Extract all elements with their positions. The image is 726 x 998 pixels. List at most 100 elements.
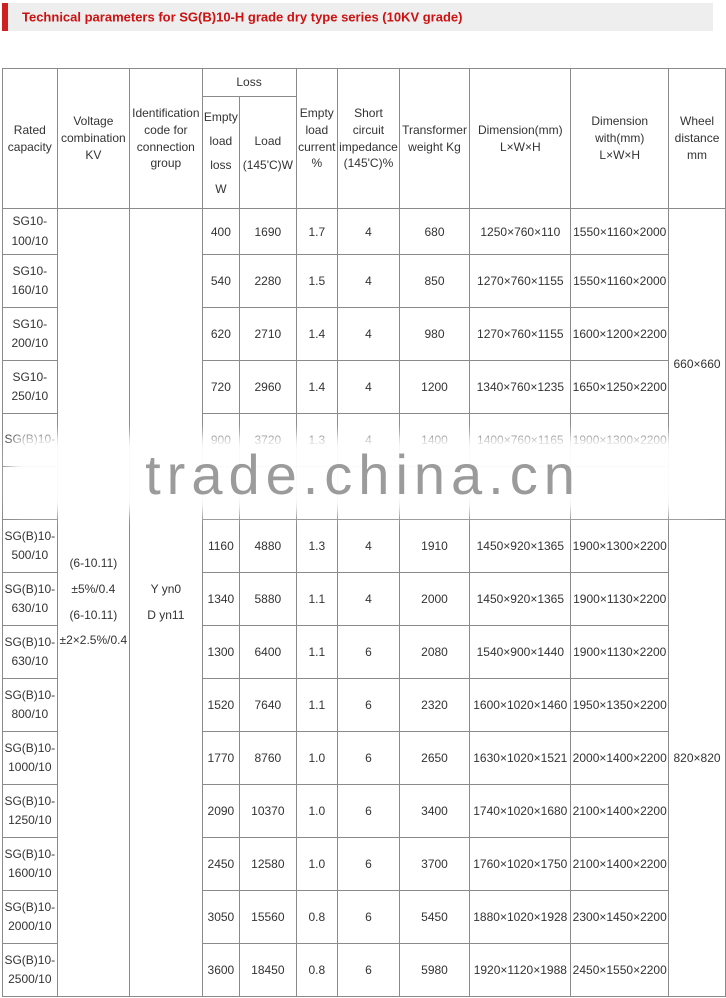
table-body: SG10- 100/10 (6-10.11) ±5%/0.4 (6-10.11) … [2,208,726,997]
impedance-cell: 6 [337,678,400,732]
load-loss-cell: 3720 [239,413,297,467]
header-short-circuit-impedance: Short circuit impedance (145'C)% [337,68,400,209]
header-load: Load (145'C)W [239,96,297,209]
capacity-cell [2,466,58,520]
empty-load-current-cell: 1.0 [295,731,339,785]
header-transformer-weight: Transformer weight Kg [398,68,471,209]
empty-load-loss-cell: 2450 [201,837,241,891]
table-row: SG10- 200/10 620 2710 1.4 4 980 1270×760×1155 1… [2,307,726,361]
empty-load-loss-cell: 1160 [201,519,241,573]
header-loss: Loss [201,68,297,97]
capacity-cell: SG10- 200/10 [2,307,58,361]
capacity-cell: SG(B)10- 1250/10 [2,784,58,838]
impedance-cell: 6 [337,625,400,679]
capacity-cell: SG(B)10- 630/10 [2,572,58,626]
empty-load-loss-cell: 720 [201,360,241,414]
table-row: SG10- 160/10 540 2280 1.5 4 850 1270×760×1155 1… [2,254,726,308]
dimension-with-cell: 2100×1400×2200 [570,784,670,838]
dimension-cell: 1630×1020×1521 [469,731,572,785]
dimension-with-cell: 2300×1450×2200 [570,890,670,944]
impedance-cell: 6 [337,731,400,785]
table-row: SG(B)10- 1600/10 2450 12580 1.0 6 3700 1760×10… [2,837,726,891]
dimension-with-cell: 1900×1300×2200 [570,519,670,573]
impedance-cell: 6 [337,890,400,944]
load-loss-cell: 15560 [239,890,297,944]
empty-load-current-cell: 1.4 [295,360,339,414]
impedance-cell: 6 [337,784,400,838]
capacity-cell: SG(B)10- 2000/10 [2,890,58,944]
table-row: SG(B)10- 1000/10 1770 8760 1.0 6 2650 1630×102… [2,731,726,785]
dimension-cell: 1450×920×1365 [469,519,572,573]
load-loss-cell: 5880 [239,572,297,626]
load-loss-cell: 2280 [239,254,297,308]
capacity-cell: SG(B)10- 2500/10 [2,943,58,997]
impedance-cell: 4 [337,360,400,414]
dimension-with-cell: 2100×1400×2200 [570,837,670,891]
empty-load-current-cell: 1.1 [295,572,339,626]
empty-load-loss-cell: 2090 [201,784,241,838]
empty-load-loss-cell: 1300 [201,625,241,679]
empty-load-loss-cell: 3600 [201,943,241,997]
dimension-cell: 1920×1120×1988 [469,943,572,997]
capacity-cell: SG10- 100/10 [2,208,58,255]
empty-load-loss-cell: 540 [201,254,241,308]
dimension-with-cell: 1550×1160×2000 [570,254,670,308]
load-loss-cell: 4880 [239,519,297,573]
load-loss-cell: 2960 [239,360,297,414]
capacity-cell: SG10- 250/10 [2,360,58,414]
title-accent-bar [2,3,8,31]
dimension-cell: 1270×760×1155 [469,254,572,308]
load-loss-cell: 6400 [239,625,297,679]
impedance-cell: 6 [337,943,400,997]
load-loss-cell: 12580 [239,837,297,891]
dimension-cell: 1400×760×1165 [469,413,572,467]
impedance-cell: 4 [337,307,400,361]
weight-cell: 1910 [398,519,471,573]
empty-load-current-cell: 0.8 [295,890,339,944]
wheel-distance-cell: 660×660 [668,208,726,520]
table-row: SG(B)10- 1250/10 2090 10370 1.0 6 3400 1740×10… [2,784,726,838]
capacity-cell: SG(B)10- [2,413,58,467]
empty-load-current-cell: 1.0 [295,784,339,838]
capacity-cell: SG(B)10- 630/10 [2,625,58,679]
table-row: SG(B)10- 500/10 1160 4880 1.3 4 1910 1450×920×… [2,519,726,997]
empty-load-current-cell: 1.3 [295,519,339,573]
load-loss-cell: 10370 [239,784,297,838]
empty-load-loss-cell: 620 [201,307,241,361]
load-loss-cell: 1690 [239,208,297,255]
dimension-with-cell: 1900×1300×2200 [570,413,670,467]
impedance-cell: 4 [337,519,400,573]
capacity-cell: SG10- 160/10 [2,254,58,308]
empty-load-loss-cell: 3050 [201,890,241,944]
weight-cell: 2080 [398,625,471,679]
impedance-cell: 4 [337,413,400,467]
load-loss-cell: 2710 [239,307,297,361]
dimension-cell [469,466,572,520]
dimension-with-cell: 2000×1400×2200 [570,731,670,785]
impedance-cell: 4 [337,572,400,626]
weight-cell: 3400 [398,784,471,838]
dimension-with-cell: 1550×1160×2000 [570,208,670,255]
capacity-cell: SG(B)10- 500/10 [2,519,58,573]
dimension-with-cell [570,466,670,520]
empty-load-current-cell: 1.5 [295,254,339,308]
dimension-with-cell: 2450×1550×2200 [570,943,670,997]
page-title: Technical parameters for SG(B)10-H grade… [22,9,463,25]
header-empty-load-current: Empty load current % [295,68,339,209]
dimension-cell: 1760×1020×1750 [469,837,572,891]
weight-cell: 680 [398,208,471,255]
empty-load-current-cell [295,466,339,520]
empty-load-current-cell: 0.8 [295,943,339,997]
dimension-with-cell: 1900×1130×2200 [570,572,670,626]
dimension-with-cell: 1950×1350×2200 [570,678,670,732]
header-dimension: Dimension(mm) L×W×H [469,68,572,209]
empty-load-loss-cell [201,466,241,520]
weight-cell: 980 [398,307,471,361]
load-loss-cell [239,466,297,520]
dimension-with-cell: 1900×1130×2200 [570,625,670,679]
header-empty-load-loss: Empty load loss W [201,96,241,209]
impedance-cell: 4 [337,254,400,308]
title-bar: Technical parameters for SG(B)10-H grade… [2,3,713,31]
table-row: SG(B)10- 2500/10 3600 18450 0.8 6 5980 1920×11… [2,943,726,997]
parameters-table: Rated capacity Voltage combination KV Id… [2,68,726,997]
